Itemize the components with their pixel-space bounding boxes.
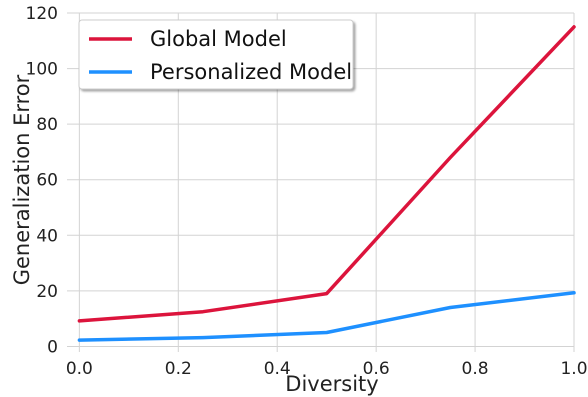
y-tick-label: 80 — [36, 115, 58, 135]
y-tick-label: 0 — [47, 337, 58, 357]
x-tick-label: 0.8 — [462, 359, 489, 379]
y-tick-label: 100 — [26, 60, 58, 80]
legend-box — [78, 19, 354, 90]
y-tick-label: 60 — [36, 171, 58, 191]
x-tick-label: 0.0 — [66, 359, 93, 379]
x-tick-label: 0.2 — [165, 359, 192, 379]
x-tick-label: 1.0 — [560, 359, 587, 379]
legend-label-global-model: Global Model — [150, 27, 287, 51]
legend-label-personalized-model: Personalized Model — [150, 60, 352, 84]
y-tick-label: 120 — [26, 4, 58, 24]
series-lines — [77, 25, 576, 342]
y-tick-label: 40 — [36, 226, 58, 246]
y-tick-label: 20 — [36, 282, 58, 302]
x-tick-label: 0.4 — [264, 359, 291, 379]
y-axis-label: Generalization Error — [10, 74, 34, 285]
tick-labels: 0.0 0.2 0.4 0.6 0.8 1.0 0 20 40 60 80 100 120 — [26, 4, 588, 379]
series-line-global-model — [77, 25, 576, 323]
series-line-personalized-model — [77, 291, 576, 342]
legend: Global Model Personalized Model — [78, 19, 354, 90]
x-axis-label: Diversity — [285, 372, 378, 396]
x-tick-label: 0.6 — [363, 359, 390, 379]
